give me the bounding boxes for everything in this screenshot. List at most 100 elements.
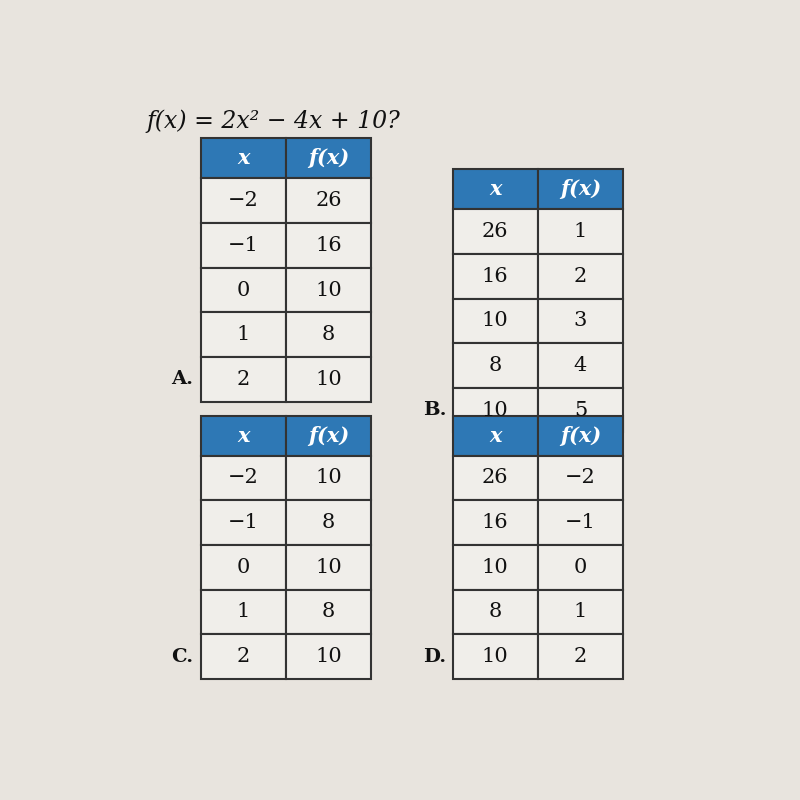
- Bar: [453, 298, 538, 343]
- Bar: [453, 415, 538, 455]
- Bar: [201, 138, 286, 178]
- Bar: [286, 634, 371, 679]
- Text: 2: 2: [574, 647, 587, 666]
- Bar: [286, 138, 371, 178]
- Text: 10: 10: [482, 558, 509, 577]
- Bar: [538, 343, 623, 388]
- Text: 8: 8: [489, 356, 502, 375]
- Bar: [201, 312, 286, 357]
- Text: 10: 10: [315, 281, 342, 299]
- Bar: [538, 415, 623, 455]
- Text: 1: 1: [237, 602, 250, 622]
- Text: 0: 0: [574, 558, 587, 577]
- Bar: [453, 500, 538, 545]
- Text: 1: 1: [574, 602, 587, 622]
- Text: 10: 10: [482, 401, 509, 420]
- Text: 8: 8: [489, 602, 502, 622]
- Text: 8: 8: [322, 513, 335, 532]
- Bar: [201, 223, 286, 268]
- Bar: [286, 312, 371, 357]
- Text: D.: D.: [423, 647, 446, 666]
- Bar: [286, 268, 371, 312]
- Text: 8: 8: [322, 602, 335, 622]
- Bar: [286, 178, 371, 223]
- Text: 2: 2: [574, 266, 587, 286]
- Bar: [286, 415, 371, 455]
- Text: 16: 16: [482, 513, 509, 532]
- Bar: [538, 455, 623, 500]
- Text: x: x: [237, 426, 250, 446]
- Bar: [538, 298, 623, 343]
- Text: −1: −1: [228, 513, 259, 532]
- Text: f(x): f(x): [560, 426, 601, 446]
- Bar: [201, 415, 286, 455]
- Bar: [538, 254, 623, 298]
- Bar: [453, 388, 538, 433]
- Bar: [201, 545, 286, 590]
- Bar: [201, 455, 286, 500]
- Bar: [453, 634, 538, 679]
- Text: x: x: [489, 179, 502, 199]
- Text: 8: 8: [322, 326, 335, 344]
- Text: 10: 10: [482, 311, 509, 330]
- Bar: [453, 455, 538, 500]
- Text: C.: C.: [171, 647, 194, 666]
- Bar: [286, 590, 371, 634]
- Bar: [201, 590, 286, 634]
- Text: 5: 5: [574, 401, 587, 420]
- Text: 4: 4: [574, 356, 587, 375]
- Bar: [201, 268, 286, 312]
- Text: −2: −2: [228, 469, 258, 487]
- Text: 16: 16: [482, 266, 509, 286]
- Bar: [201, 357, 286, 402]
- Bar: [201, 500, 286, 545]
- Bar: [453, 169, 538, 209]
- Text: 10: 10: [315, 469, 342, 487]
- Text: 1: 1: [237, 326, 250, 344]
- Bar: [286, 545, 371, 590]
- Bar: [538, 388, 623, 433]
- Text: 16: 16: [315, 236, 342, 255]
- Bar: [453, 343, 538, 388]
- Text: −1: −1: [565, 513, 596, 532]
- Text: 10: 10: [482, 647, 509, 666]
- Bar: [453, 209, 538, 254]
- Text: f(x) = 2x² − 4x + 10?: f(x) = 2x² − 4x + 10?: [146, 110, 400, 134]
- Text: 0: 0: [237, 558, 250, 577]
- Text: −2: −2: [565, 469, 596, 487]
- Bar: [538, 545, 623, 590]
- Text: −1: −1: [228, 236, 259, 255]
- Bar: [201, 634, 286, 679]
- Text: B.: B.: [423, 401, 446, 419]
- Bar: [286, 357, 371, 402]
- Bar: [286, 223, 371, 268]
- Text: x: x: [489, 426, 502, 446]
- Bar: [538, 590, 623, 634]
- Bar: [453, 545, 538, 590]
- Text: 26: 26: [315, 191, 342, 210]
- Text: f(x): f(x): [308, 426, 350, 446]
- Bar: [286, 500, 371, 545]
- Text: 2: 2: [237, 647, 250, 666]
- Text: x: x: [237, 148, 250, 168]
- Text: A.: A.: [171, 370, 194, 388]
- Text: 26: 26: [482, 222, 509, 241]
- Bar: [453, 254, 538, 298]
- Bar: [453, 590, 538, 634]
- Text: 26: 26: [482, 469, 509, 487]
- Text: 10: 10: [315, 647, 342, 666]
- Text: 10: 10: [315, 370, 342, 389]
- Text: 2: 2: [237, 370, 250, 389]
- Text: 0: 0: [237, 281, 250, 299]
- Text: 3: 3: [574, 311, 587, 330]
- Bar: [538, 169, 623, 209]
- Text: f(x): f(x): [560, 179, 601, 199]
- Text: f(x): f(x): [308, 148, 350, 168]
- Text: 10: 10: [315, 558, 342, 577]
- Bar: [201, 178, 286, 223]
- Text: 1: 1: [574, 222, 587, 241]
- Text: −2: −2: [228, 191, 258, 210]
- Bar: [286, 455, 371, 500]
- Bar: [538, 500, 623, 545]
- Bar: [538, 209, 623, 254]
